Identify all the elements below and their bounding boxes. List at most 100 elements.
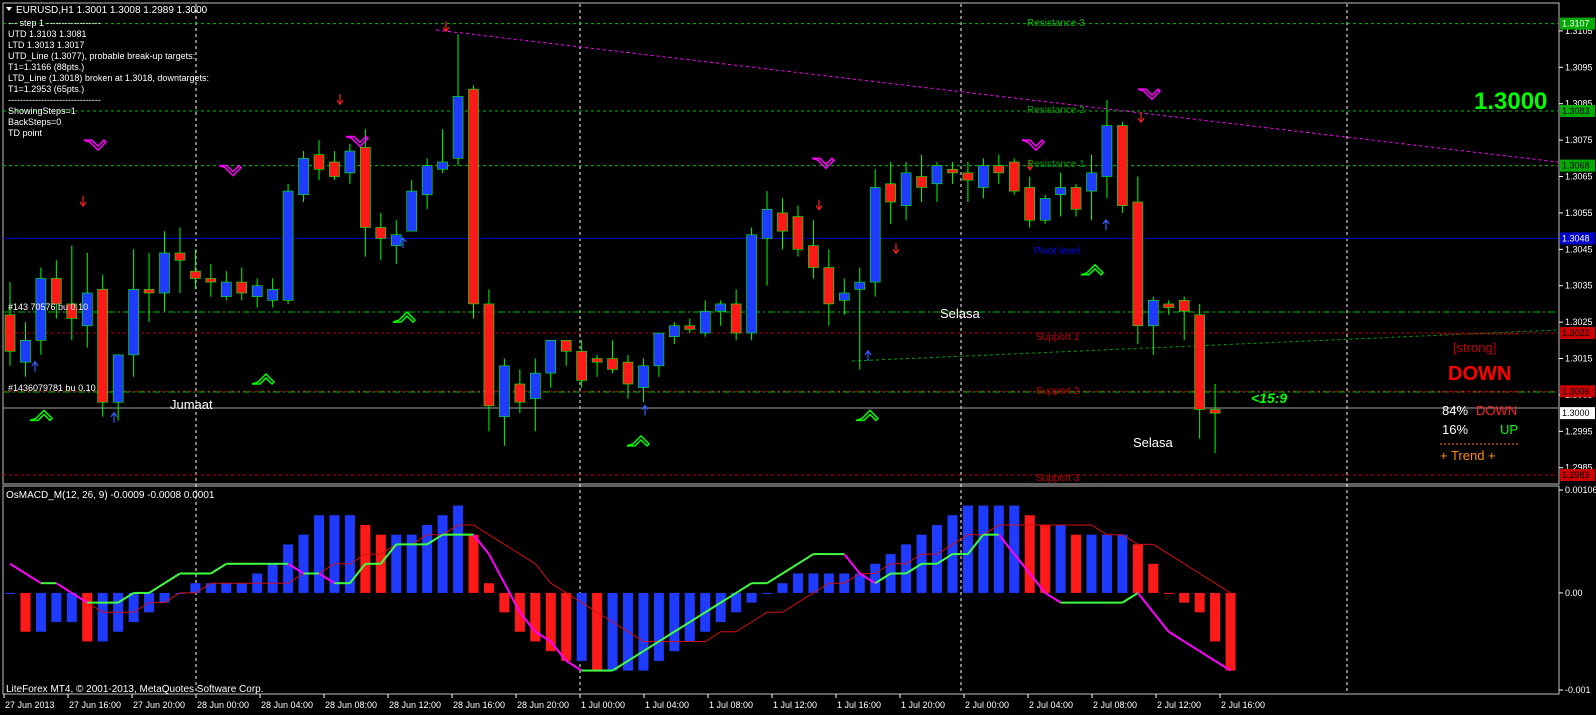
candle-body <box>143 289 155 294</box>
candle-body <box>699 310 711 334</box>
up-arrow-icon <box>110 411 118 423</box>
candle-body <box>715 303 727 312</box>
macd-line-segment <box>766 572 784 585</box>
info-line: --- step 1 ------------------ <box>8 18 100 28</box>
macd-bar <box>1225 592 1236 671</box>
macd-line-segment <box>658 630 675 643</box>
price-tick-label: 1.3095 <box>1565 62 1593 72</box>
candle-body <box>390 234 402 246</box>
price-tag-label: 1.3107 <box>1562 19 1590 29</box>
up-percent: 16% <box>1442 422 1468 437</box>
info-line: TD point <box>8 128 43 138</box>
candle-body <box>1101 125 1113 177</box>
candle-body <box>669 325 680 337</box>
macd-tick-label: -0.001 <box>1565 685 1591 695</box>
macd-bar <box>1163 592 1174 594</box>
macd-bar <box>66 592 77 623</box>
macd-line-segment <box>1013 553 1031 575</box>
macd-bar <box>82 592 93 642</box>
macd-line-segment <box>349 563 367 584</box>
down-arrow-icon <box>79 196 87 207</box>
buy-arrow-icon <box>29 409 54 422</box>
candle-body <box>81 292 93 327</box>
candle-body <box>545 340 557 374</box>
candle-body <box>251 285 263 297</box>
price-tag <box>1560 469 1595 481</box>
candle-body <box>329 161 340 177</box>
candle-body <box>1132 201 1144 327</box>
info-line: UTD_Line (1.3077), probable break-up tar… <box>8 51 195 61</box>
macd-bar <box>97 592 108 642</box>
macd-line-segment <box>549 640 567 662</box>
candle-body <box>1008 161 1020 192</box>
macd-bar <box>1040 524 1051 593</box>
macd-bar <box>391 534 402 593</box>
macd-line-segment <box>380 543 398 565</box>
trendlines <box>3 29 1559 409</box>
candle-body <box>20 340 31 363</box>
macd-line-segment <box>859 572 876 585</box>
day-label-jumaat: Jumaat <box>170 397 213 412</box>
candle-body <box>205 278 217 283</box>
candle-body <box>499 365 510 418</box>
macd-bar <box>314 515 324 593</box>
sell-arrow-icon <box>811 157 836 170</box>
macd-bar <box>205 583 216 593</box>
macd-line-segment <box>720 592 737 604</box>
candle-body <box>1209 409 1221 414</box>
signal-arrows <box>29 21 1162 447</box>
info-line: UTD 1.3103 1.3081 <box>8 29 87 39</box>
info-line: LTD 1.3013 1.3017 <box>8 40 84 50</box>
macd-bar <box>746 592 757 603</box>
order-label-2[interactable]: #1436079781 bu 0.10 <box>8 383 96 393</box>
candle-body <box>622 361 634 385</box>
macd-bar <box>20 592 31 632</box>
info-line: LTD_Line (1.3018) broken at 1.3018, down… <box>8 73 209 83</box>
label-support-3: Support 3 <box>1036 473 1080 484</box>
price-pane-frame <box>2 2 1560 485</box>
macd-signal-line <box>9 524 1231 642</box>
order-label-1[interactable]: #143 70576 bu 0.10 <box>8 302 88 312</box>
price-tag <box>1560 232 1595 245</box>
candle-body <box>560 340 572 352</box>
candle-body <box>159 252 170 294</box>
time-tick-label: 27 Jun 20:00 <box>133 700 185 710</box>
sell-arrow-icon <box>218 164 243 177</box>
macd-bar <box>1117 534 1128 593</box>
buy-arrow-icon <box>1080 263 1105 276</box>
candle-body <box>854 281 866 290</box>
candle-body <box>1086 172 1097 192</box>
candle-body <box>174 252 186 261</box>
price-tag <box>1560 407 1595 420</box>
macd-line-segment <box>967 534 985 555</box>
macd-line-segment <box>163 572 181 585</box>
sell-arrow-icon <box>1137 88 1162 101</box>
down-arrow-icon <box>815 199 823 211</box>
time-tick-label: 1 Jul 00:00 <box>581 700 625 710</box>
candle-body <box>360 147 371 228</box>
macd-line-segment <box>905 562 923 575</box>
macd-bar <box>483 583 494 593</box>
macd-line-segment <box>287 562 305 575</box>
price-tag-label: 1.3068 <box>1562 161 1590 171</box>
candle-body <box>1178 299 1190 312</box>
price-tag <box>1560 105 1595 117</box>
candle-body <box>761 208 773 239</box>
big-price-display: 1.3000 <box>1474 88 1547 115</box>
label-support-1: Support 1 <box>1036 332 1080 343</box>
macd-line-segment <box>1121 592 1139 604</box>
label-resistance-2: Resistance 2 <box>1027 105 1085 116</box>
macd-bar <box>406 534 417 593</box>
macd-bar <box>530 592 541 642</box>
macd-line-segment <box>426 533 444 546</box>
macd-bar <box>1210 592 1221 642</box>
info-panel: --- step 1 ------------------UTD 1.3103 … <box>8 18 209 138</box>
candle-body <box>437 161 448 170</box>
macd-tick-label: 0.001064 <box>1565 485 1596 495</box>
price-tick-label: 1.3065 <box>1565 172 1593 182</box>
triangle-down-icon[interactable] <box>6 7 12 11</box>
macd-line-segment <box>1028 572 1046 594</box>
price-tick-label: 1.3045 <box>1565 244 1593 254</box>
candle-body <box>931 165 943 185</box>
